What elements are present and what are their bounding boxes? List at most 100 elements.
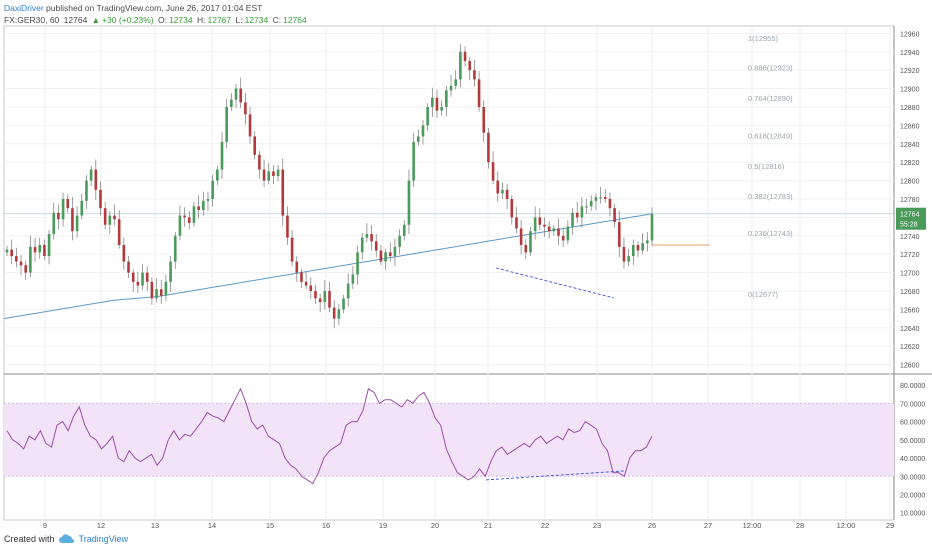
candle-body: [585, 206, 588, 208]
x-tick-label: 12: [97, 521, 105, 530]
tradingview-brand[interactable]: TradingView: [78, 534, 129, 544]
candle-body: [10, 249, 13, 257]
candle-body: [543, 224, 546, 227]
x-tick-label: 13: [151, 521, 159, 530]
price-tick-label: 12960: [900, 31, 920, 38]
candle-body: [365, 233, 369, 238]
fib-level-label: 0.5(12816): [748, 162, 785, 171]
candle-body: [234, 88, 238, 100]
candle-body: [636, 245, 640, 251]
candle-body: [515, 217, 518, 229]
candle-body: [351, 274, 355, 284]
candle-body: [145, 272, 149, 282]
candle-body: [449, 85, 453, 91]
candle-body: [216, 169, 219, 181]
candle-body: [183, 215, 186, 218]
candle-body: [501, 189, 504, 194]
candle-body: [29, 246, 32, 273]
candle-body: [594, 197, 598, 201]
candle-body: [309, 285, 313, 292]
rsi-tick-label: 10.0000: [900, 511, 925, 518]
candle-body: [608, 199, 612, 209]
last-price: 12764: [63, 15, 88, 25]
price-tick-label: 12640: [900, 326, 920, 333]
candle-body: [603, 197, 607, 199]
price-tick-label: 12940: [900, 50, 920, 57]
candle-body: [262, 169, 266, 181]
candle-body: [445, 90, 448, 107]
candle-body: [407, 180, 411, 225]
x-tick-label: 21: [484, 521, 492, 530]
rsi-tick-label: 60.0000: [900, 420, 925, 427]
candle-body: [454, 79, 457, 86]
candle-body: [131, 272, 135, 282]
candle-body: [304, 281, 308, 286]
published-info: published on TradingView.com, June 26, 2…: [46, 3, 263, 13]
fib-level-label: 0(12677): [748, 290, 779, 299]
x-tick-label: 9: [43, 521, 47, 530]
fib-level-label: 1(12955): [748, 34, 779, 43]
candle-body: [370, 233, 373, 242]
candle-body: [538, 217, 542, 225]
candle-body: [290, 237, 294, 262]
candle-body: [80, 200, 84, 216]
candle-body: [496, 180, 500, 194]
candle-body: [225, 106, 228, 142]
candle-body: [89, 169, 93, 181]
candle-body: [566, 226, 570, 241]
candle-body: [169, 261, 172, 282]
candle-body: [463, 51, 467, 61]
rsi-tick-label: 30.0000: [900, 474, 925, 481]
author-link[interactable]: DaxiDriver: [4, 3, 44, 13]
fib-level-label: 0.886(12923): [748, 63, 793, 72]
candle-body: [61, 199, 65, 220]
price-tick-label: 12700: [900, 271, 920, 278]
price-tick-label: 12920: [900, 68, 920, 75]
rsi-tick-label: 20.0000: [900, 492, 925, 499]
price-tick-label: 12800: [900, 179, 920, 186]
candle-body: [646, 240, 649, 244]
candle-body: [295, 261, 299, 273]
candle-body: [99, 189, 102, 209]
ohlc-line: FX:GER30, 60 12764 ▲ +30 (+0.23%) O: 12734…: [4, 14, 309, 26]
candle-body: [627, 256, 630, 262]
candle-body: [431, 97, 434, 107]
x-tick-label: 28: [796, 521, 804, 530]
candle-body: [417, 136, 420, 142]
candle-body: [239, 88, 242, 103]
candle-body: [108, 215, 112, 225]
price-tick-label: 12680: [900, 289, 920, 296]
candle-body: [421, 125, 425, 137]
candle-body: [332, 307, 336, 319]
candle-body: [346, 283, 350, 299]
candle-body: [435, 97, 439, 111]
candle-body: [491, 162, 495, 181]
candle-body: [384, 252, 387, 262]
candle-body: [505, 189, 509, 199]
open-label: O:: [157, 15, 167, 25]
candle-body: [617, 222, 621, 247]
change-arrow-icon: ▲: [91, 15, 101, 25]
candle-body: [613, 208, 616, 223]
price-tick-label: 12880: [900, 105, 920, 112]
rsi-band: [4, 403, 894, 477]
candle-body: [136, 281, 140, 286]
candle-body: [253, 136, 257, 155]
fib-level-label: 0.236(12743): [748, 229, 793, 238]
candle-body: [52, 212, 56, 234]
candle-body: [281, 169, 285, 216]
x-tick-label: 16: [322, 521, 330, 530]
created-with-label: Created with: [4, 534, 55, 544]
candle-body: [487, 132, 490, 163]
symbol-label[interactable]: FX:GER30, 60: [4, 15, 60, 25]
candle-body: [24, 265, 27, 273]
x-tick-label: 20: [431, 521, 439, 530]
candle-body: [402, 224, 406, 236]
x-tick-label: 14: [208, 521, 216, 530]
candle-body: [552, 228, 556, 232]
candle-body: [85, 180, 88, 201]
candle-body: [337, 309, 341, 319]
rsi-tick-label: 50.0000: [900, 438, 925, 445]
candle-body: [155, 289, 158, 299]
